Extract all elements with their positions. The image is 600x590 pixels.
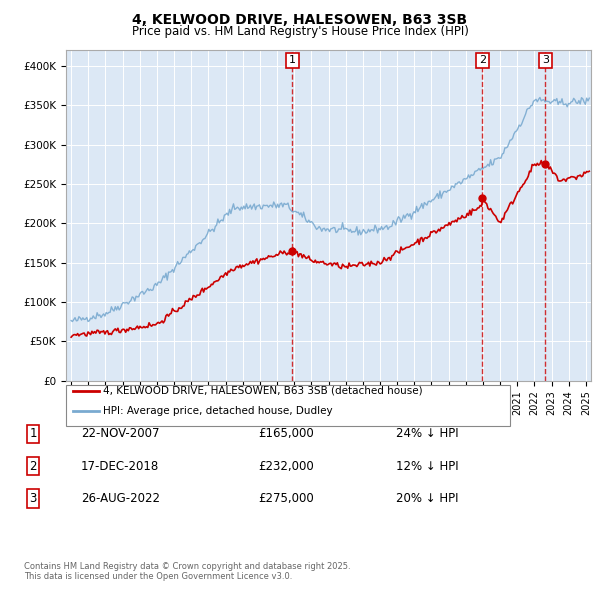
Text: 20% ↓ HPI: 20% ↓ HPI bbox=[396, 492, 458, 505]
Text: This data is licensed under the Open Government Licence v3.0.: This data is licensed under the Open Gov… bbox=[24, 572, 292, 581]
Text: 17-DEC-2018: 17-DEC-2018 bbox=[81, 460, 159, 473]
Text: Contains HM Land Registry data © Crown copyright and database right 2025.: Contains HM Land Registry data © Crown c… bbox=[24, 562, 350, 571]
Text: 1: 1 bbox=[289, 55, 296, 65]
Text: 26-AUG-2022: 26-AUG-2022 bbox=[81, 492, 160, 505]
Text: 3: 3 bbox=[29, 492, 37, 505]
Text: £275,000: £275,000 bbox=[258, 492, 314, 505]
Text: 4, KELWOOD DRIVE, HALESOWEN, B63 3SB: 4, KELWOOD DRIVE, HALESOWEN, B63 3SB bbox=[133, 13, 467, 27]
Text: Price paid vs. HM Land Registry's House Price Index (HPI): Price paid vs. HM Land Registry's House … bbox=[131, 25, 469, 38]
Text: 24% ↓ HPI: 24% ↓ HPI bbox=[396, 427, 458, 440]
Text: 22-NOV-2007: 22-NOV-2007 bbox=[81, 427, 160, 440]
Text: 12% ↓ HPI: 12% ↓ HPI bbox=[396, 460, 458, 473]
Text: 4, KELWOOD DRIVE, HALESOWEN, B63 3SB (detached house): 4, KELWOOD DRIVE, HALESOWEN, B63 3SB (de… bbox=[103, 386, 423, 395]
Text: £232,000: £232,000 bbox=[258, 460, 314, 473]
Text: £165,000: £165,000 bbox=[258, 427, 314, 440]
Text: 2: 2 bbox=[29, 460, 37, 473]
Text: 3: 3 bbox=[542, 55, 549, 65]
Text: HPI: Average price, detached house, Dudley: HPI: Average price, detached house, Dudl… bbox=[103, 407, 333, 416]
Text: 1: 1 bbox=[29, 427, 37, 440]
Text: 2: 2 bbox=[479, 55, 486, 65]
